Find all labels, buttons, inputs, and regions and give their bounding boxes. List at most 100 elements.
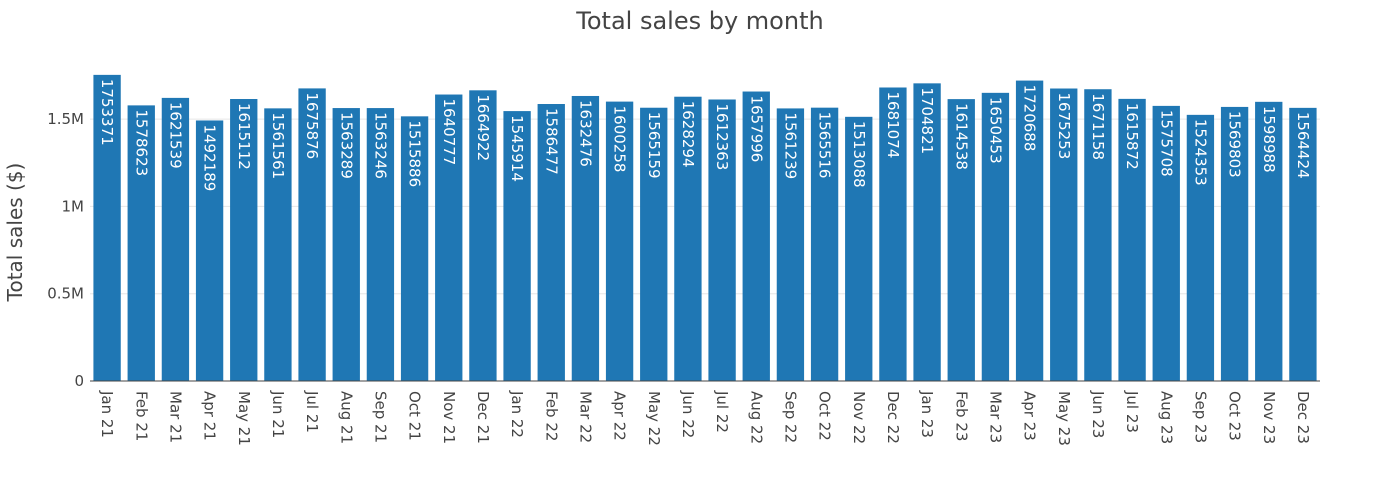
bar xyxy=(810,107,839,381)
bar xyxy=(640,107,668,382)
bar xyxy=(161,97,190,381)
x-tick-label: Sep 23 xyxy=(1191,391,1209,443)
bar-value-label: 1628294 xyxy=(679,101,697,168)
x-axis-ticks: Jan 21 Feb 21 Mar 21 Apr 21 May 21 Jun 21 Jul … xyxy=(98,390,1312,446)
bar-value-label: 1671158 xyxy=(1089,93,1107,160)
bar xyxy=(366,108,395,381)
bar-value-label: 1578623 xyxy=(132,109,150,176)
x-tick-label: Dec 21 xyxy=(474,391,492,444)
bar xyxy=(776,108,805,381)
x-tick-label: Aug 22 xyxy=(747,391,765,444)
bar xyxy=(571,95,600,381)
bar-value-label: 1615112 xyxy=(235,103,253,170)
bar xyxy=(503,111,531,382)
x-tick-label: Mar 22 xyxy=(576,391,594,443)
bar xyxy=(1220,106,1249,381)
bar-value-label: 1657996 xyxy=(747,96,765,163)
bar xyxy=(298,88,326,381)
bars xyxy=(93,74,1317,382)
bar xyxy=(1289,107,1317,382)
x-tick-label: Nov 21 xyxy=(440,391,458,444)
bar-value-label: 1640777 xyxy=(440,99,458,166)
bar xyxy=(93,74,121,381)
bar-value-label: 1681074 xyxy=(884,91,902,158)
bar-value-label: 1561561 xyxy=(269,112,287,179)
bar-value-label: 1753371 xyxy=(98,79,116,146)
x-tick-label: Nov 22 xyxy=(850,391,868,444)
bar-value-label: 1513088 xyxy=(850,121,868,188)
bar xyxy=(605,101,634,381)
chart-title: Total sales by month xyxy=(575,7,823,35)
y-axis-label: Total sales ($) xyxy=(3,163,27,303)
x-tick-label: Dec 22 xyxy=(884,391,902,444)
bar xyxy=(981,92,1010,381)
bar xyxy=(195,120,224,381)
bar-value-label: 1598988 xyxy=(1260,106,1278,173)
x-tick-label: Jan 21 xyxy=(98,390,116,438)
bar-value-label: 1615872 xyxy=(1123,103,1141,170)
x-tick-label: Aug 21 xyxy=(337,391,355,444)
data-labels: 1753371 1578623 1621539 1492189 1615112 15615… xyxy=(98,79,1312,191)
x-tick-label: Nov 23 xyxy=(1260,391,1278,444)
bar-value-label: 1563246 xyxy=(371,112,389,179)
bar xyxy=(1015,80,1044,381)
bar-value-label: 1600258 xyxy=(611,106,629,173)
bar xyxy=(127,105,155,382)
x-tick-label: Oct 22 xyxy=(816,391,834,441)
bar xyxy=(332,108,360,381)
x-tick-label: Feb 21 xyxy=(132,391,150,441)
bar xyxy=(1050,88,1078,381)
bar-value-label: 1565159 xyxy=(645,112,663,179)
x-tick-label: Jan 23 xyxy=(918,390,936,438)
bar xyxy=(230,99,258,381)
bar-value-label: 1524353 xyxy=(1191,119,1209,186)
x-tick-label: Oct 23 xyxy=(1226,391,1244,441)
bar-value-label: 1612363 xyxy=(713,103,731,170)
y-axis-ticks: 0 0.5M 1M 1.5M xyxy=(47,110,84,390)
bar-value-label: 1675253 xyxy=(1055,93,1073,160)
x-tick-label: Sep 22 xyxy=(781,391,799,443)
x-tick-label: May 21 xyxy=(235,391,253,446)
bar xyxy=(264,108,292,381)
bar xyxy=(913,83,941,381)
y-tick-label: 1M xyxy=(62,197,85,215)
bar-value-label: 1675876 xyxy=(303,92,321,159)
x-tick-label: Dec 23 xyxy=(1294,391,1312,444)
bar-value-label: 1564424 xyxy=(1294,112,1312,179)
y-tick-label: 0 xyxy=(74,372,84,390)
bar xyxy=(947,99,975,382)
x-tick-label: Mar 23 xyxy=(986,391,1004,443)
y-tick-label: 0.5M xyxy=(47,285,84,303)
bar xyxy=(469,90,497,381)
x-tick-label: May 23 xyxy=(1055,391,1073,446)
x-tick-label: Jun 21 xyxy=(269,390,287,438)
bar xyxy=(1255,101,1283,381)
bar-value-label: 1569803 xyxy=(1226,111,1244,178)
x-tick-label: Mar 21 xyxy=(166,391,184,443)
bar-value-label: 1720688 xyxy=(1021,85,1039,152)
x-tick-label: Jun 23 xyxy=(1089,390,1107,438)
bar xyxy=(845,116,873,382)
x-tick-label: May 22 xyxy=(645,391,663,446)
bar xyxy=(674,96,702,381)
bar xyxy=(435,94,463,381)
x-tick-label: Aug 23 xyxy=(1157,391,1175,444)
x-tick-label: Sep 21 xyxy=(371,391,389,443)
bar xyxy=(1118,98,1146,382)
x-tick-label: Jul 22 xyxy=(713,390,731,433)
bar xyxy=(1186,114,1215,382)
x-tick-label: Feb 22 xyxy=(542,391,560,441)
x-tick-label: Feb 23 xyxy=(952,391,970,441)
x-tick-label: Jul 23 xyxy=(1123,390,1141,433)
bar xyxy=(879,87,907,382)
bar xyxy=(537,104,565,381)
x-tick-label: Apr 21 xyxy=(201,391,219,441)
x-tick-label: Jul 21 xyxy=(303,390,321,433)
bar xyxy=(1152,105,1180,382)
bar-value-label: 1545914 xyxy=(508,115,526,182)
bar xyxy=(708,99,736,381)
bar-value-label: 1614538 xyxy=(952,103,970,170)
x-tick-label: Apr 22 xyxy=(611,391,629,441)
bar-value-label: 1704821 xyxy=(918,87,936,154)
